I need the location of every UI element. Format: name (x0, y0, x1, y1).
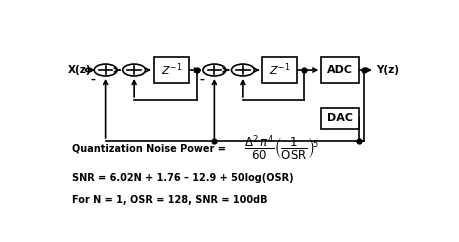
Text: Y(z): Y(z) (376, 65, 399, 75)
Text: SNR = 6.02N + 1.76 – 12.9 + 50log(OSR): SNR = 6.02N + 1.76 – 12.9 + 50log(OSR) (72, 173, 293, 183)
Text: X(z): X(z) (68, 65, 92, 75)
Text: $Z^{-1}$: $Z^{-1}$ (269, 62, 290, 78)
Text: Quantization Noise Power =: Quantization Noise Power = (72, 143, 225, 153)
Text: $\dfrac{\Delta^2\,\pi^4}{60}\left(\dfrac{1}{\mathrm{OSR}}\right)^{\!5}$: $\dfrac{\Delta^2\,\pi^4}{60}\left(\dfrac… (244, 134, 319, 163)
Text: $Z^{-1}$: $Z^{-1}$ (161, 62, 182, 78)
Text: –: – (199, 75, 204, 85)
Circle shape (94, 64, 117, 76)
Text: For N = 1, OSR = 128, SNR = 100dB: For N = 1, OSR = 128, SNR = 100dB (72, 196, 267, 205)
Bar (320, 57, 358, 83)
Text: DAC: DAC (326, 113, 352, 123)
Bar (153, 57, 189, 83)
Circle shape (123, 64, 145, 76)
Text: ADC: ADC (326, 65, 352, 75)
Bar (320, 108, 358, 129)
Circle shape (231, 64, 254, 76)
Bar (262, 57, 297, 83)
Text: –: – (90, 75, 95, 85)
Circle shape (202, 64, 225, 76)
